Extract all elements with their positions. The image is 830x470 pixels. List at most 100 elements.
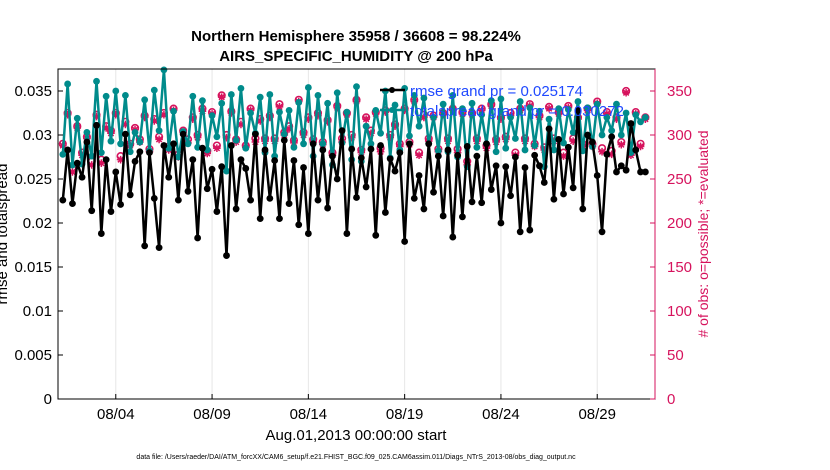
obs-evaluated-point [87, 161, 96, 169]
totalspread-point [377, 129, 384, 137]
rmse-point [146, 149, 153, 157]
rmse-point [304, 230, 312, 237]
totalspread-point [420, 94, 428, 102]
rmse-point [598, 228, 606, 236]
totalspread-point [516, 98, 524, 105]
rmse-point [406, 140, 413, 148]
rmse-point [242, 165, 250, 172]
totalspread-point [372, 106, 380, 114]
totalspread-point [459, 105, 466, 112]
rmse-point [555, 136, 563, 143]
legend: rmse grand pr = 0.025174 totalspread gra… [380, 83, 624, 120]
totalspread-point [97, 149, 105, 157]
totalspread-point [256, 93, 264, 101]
totalspread-point [632, 111, 640, 119]
totalspread-point [333, 89, 341, 97]
rmse-point [256, 215, 264, 223]
left-tick-label: 0.01 [23, 303, 52, 320]
rmse-point [362, 183, 370, 191]
rmse-point [396, 149, 404, 157]
rmse-point [473, 152, 481, 160]
rmse-point [338, 127, 346, 134]
totalspread-point [617, 131, 625, 139]
obs-evaluated-point [636, 142, 645, 151]
left-tick-label: 0.015 [14, 259, 52, 276]
rmse-point [300, 164, 307, 171]
rmse-point [497, 219, 505, 227]
rmse-point [430, 188, 437, 196]
obs-evaluated-point [540, 146, 549, 154]
totalspread-point [232, 136, 240, 144]
rmse-point [160, 142, 168, 149]
obs-evaluated-point [497, 115, 505, 123]
x-tick-label: 08/29 [578, 406, 616, 423]
totalspread-point [64, 80, 72, 88]
obs-evaluated-point [559, 152, 568, 160]
rmse-point [372, 231, 380, 239]
rmse-point [622, 166, 630, 174]
rmse-point [88, 207, 96, 215]
rmse-point [179, 130, 187, 138]
totalspread-point [160, 66, 168, 74]
obs-evaluated-point [362, 115, 370, 123]
totalspread-point [208, 112, 216, 120]
totalspread-point [174, 153, 182, 161]
series-totalspread [59, 66, 649, 175]
chart-title-line2: AIRS_SPECIFIC_HUMIDITY @ 200 hPa [219, 48, 493, 65]
totalspread-point [367, 140, 375, 148]
obs-evaluated-point [217, 93, 226, 101]
obs-evaluated-point [121, 120, 130, 129]
rmse-point [199, 144, 206, 152]
left-tick-label: 0.02 [23, 215, 52, 232]
rmse-point [454, 151, 462, 159]
totalspread-point [141, 96, 149, 104]
totalspread-point [545, 115, 553, 123]
x-axis: 08/04 08/09 08/14 08/19 08/24 08/29 [97, 394, 616, 423]
totalspread-point [73, 114, 81, 122]
rmse-point [131, 158, 139, 165]
totalspread-point [622, 109, 630, 117]
rmse-point [449, 233, 457, 241]
totalspread-point [497, 95, 505, 103]
obs-evaluated-point [386, 133, 395, 142]
rmse-point [550, 195, 558, 203]
rmse-point [324, 204, 332, 212]
rmse-point [141, 242, 149, 250]
obs-evaluated-point [213, 144, 221, 152]
obs-evaluated-point [420, 113, 428, 122]
totalspread-point [531, 142, 539, 149]
chart-title-line1: Northern Hemisphere 35958 / 36608 = 98.2… [191, 28, 521, 45]
totalspread-point [521, 146, 529, 154]
rmse-point [329, 152, 336, 160]
rmse-point [584, 131, 591, 139]
rmse-point [545, 125, 553, 133]
legend-marker-rmse [389, 87, 395, 93]
rmse-point [117, 201, 124, 208]
rmse-point [357, 154, 365, 162]
totalspread-point [319, 140, 327, 148]
totalspread-point [83, 128, 91, 136]
rmse-point [251, 130, 259, 138]
obs-evaluated-point [256, 117, 265, 125]
obs-evaluated-point [391, 122, 399, 130]
totalspread-point [439, 100, 447, 108]
totalspread-point [242, 144, 250, 152]
totalspread-point [150, 86, 158, 94]
totalspread-point [170, 107, 177, 115]
rmse-point [150, 194, 158, 202]
x-tick-label: 08/19 [386, 406, 424, 423]
rmse-point [237, 156, 245, 164]
totalspread-point [492, 148, 500, 156]
rmse-point [266, 194, 274, 202]
totalspread-point [237, 84, 245, 92]
obs-evaluated-point [367, 129, 375, 138]
rmse-point [285, 200, 293, 208]
totalspread-point [564, 106, 572, 113]
rmse-point [194, 234, 202, 242]
rmse-point [122, 130, 129, 138]
obs-evaluated-point [92, 112, 101, 121]
rmse-point [637, 168, 644, 176]
rmse-point [93, 121, 100, 129]
left-axis: 0 0.005 0.01 0.015 0.02 0.025 0.03 0.035 [14, 83, 63, 408]
totalspread-point [227, 91, 235, 98]
